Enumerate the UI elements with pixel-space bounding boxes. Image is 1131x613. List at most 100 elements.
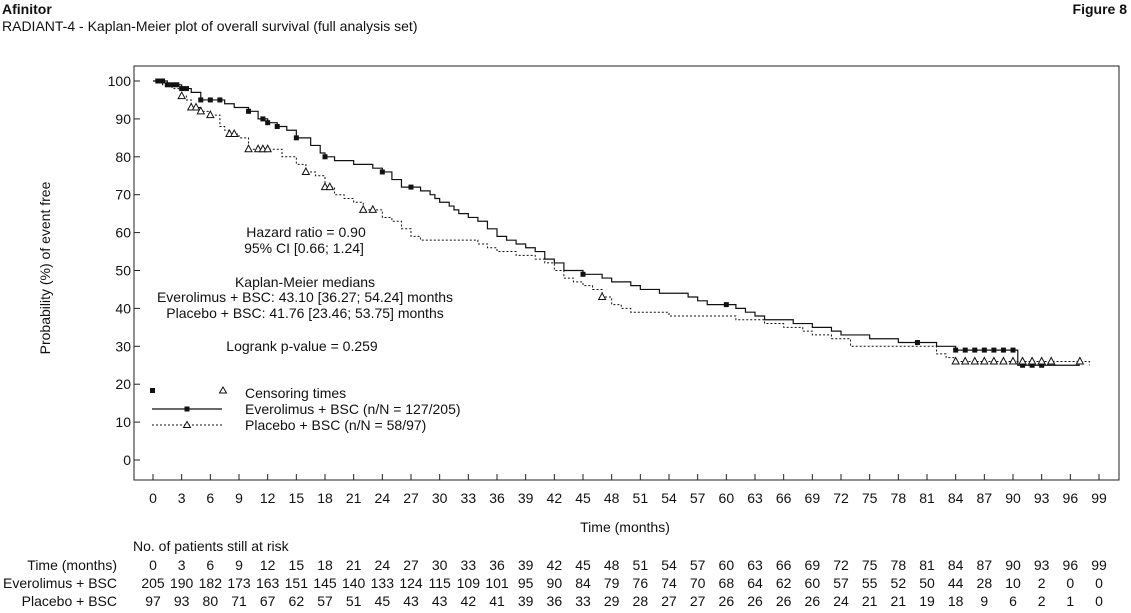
km-medians-title: Kaplan-Meier medians	[235, 274, 375, 290]
risk-cell: 10	[1005, 575, 1021, 591]
risk-cell: 66	[776, 557, 792, 573]
y-tick-label: 60	[115, 225, 131, 241]
everolimus-censor-mark	[972, 347, 978, 353]
x-tick-label: 78	[891, 490, 907, 506]
annotations: Hazard ratio = 0.90 95% CI [0.66; 1.24] …	[157, 224, 453, 354]
risk-cell: 3	[178, 557, 186, 573]
everolimus-censor-mark	[1020, 362, 1026, 368]
legend-placebo-label: Placebo + BSC (n/N = 58/97)	[245, 417, 426, 433]
legend-placebo-marker	[182, 420, 192, 428]
risk-cell: 124	[399, 575, 423, 591]
risk-cell: 33	[461, 557, 477, 573]
x-tick-label: 84	[948, 490, 964, 506]
placebo-censor-mark	[325, 182, 335, 191]
y-tick-label: 10	[115, 414, 131, 430]
risk-cell: 6	[206, 557, 214, 573]
x-tick-label: 75	[862, 490, 878, 506]
everolimus-censor-mark	[169, 82, 175, 88]
placebo-censor-mark	[960, 356, 970, 365]
risk-cell: 72	[833, 557, 849, 573]
risk-cell: 26	[719, 593, 735, 609]
x-tick-label: 6	[206, 490, 214, 506]
risk-cell: 69	[805, 557, 821, 573]
risk-cell: 78	[891, 557, 907, 573]
plot-frame	[133, 65, 1120, 481]
x-tick-label: 30	[432, 490, 448, 506]
risk-cell: 41	[489, 593, 505, 609]
x-tick-label: 15	[289, 490, 305, 506]
risk-cell: 2	[1038, 575, 1046, 591]
x-tick-label: 48	[604, 490, 620, 506]
everolimus-censor-mark	[265, 120, 271, 126]
x-tick-label: 57	[690, 490, 706, 506]
risk-cell: 99	[1091, 557, 1107, 573]
placebo-censor-mark	[177, 91, 187, 100]
y-tick-label: 50	[115, 263, 131, 279]
risk-cell: 42	[461, 593, 477, 609]
risk-cell: 1	[1066, 593, 1074, 609]
risk-cell: 24	[833, 593, 849, 609]
risk-cell: 80	[203, 593, 219, 609]
everolimus-censor-mark	[1029, 362, 1035, 368]
everolimus-censor-mark	[322, 154, 328, 160]
risk-cell: 57	[317, 593, 333, 609]
risk-cell: 68	[719, 575, 735, 591]
figure-label: Figure 8	[1072, 1, 1127, 17]
risk-cell: 27	[690, 593, 706, 609]
placebo-censor-mark	[368, 204, 378, 213]
x-tick-label: 81	[919, 490, 935, 506]
everolimus-censor-mark	[981, 347, 987, 353]
risk-cell: 84	[948, 557, 964, 573]
placebo-censor-mark	[301, 166, 311, 175]
everolimus-censor-mark	[246, 108, 252, 114]
x-tick-label: 51	[633, 490, 649, 506]
placebo-curve	[153, 80, 1090, 366]
risk-cell: 71	[231, 593, 247, 609]
y-tick-label: 70	[115, 187, 131, 203]
x-tick-label: 45	[575, 490, 591, 506]
risk-cell: 95	[518, 575, 534, 591]
everolimus-censor-mark	[408, 184, 414, 190]
y-axis-label: Probability (%) of event free	[37, 181, 53, 354]
risk-cell: 93	[1034, 557, 1050, 573]
y-tick-label: 90	[115, 111, 131, 127]
x-tick-label: 93	[1034, 490, 1050, 506]
risk-cell: 28	[977, 575, 993, 591]
placebo-censor-mark	[229, 129, 239, 138]
hazard-ci: 95% CI [0.66; 1.24]	[244, 240, 364, 256]
x-tick-label: 39	[518, 490, 534, 506]
risk-cell: 24	[375, 557, 391, 573]
placebo-censor-mark	[951, 356, 961, 365]
risk-row-label: Time (months)	[27, 557, 117, 573]
risk-row-label: Placebo + BSC	[22, 593, 117, 609]
placebo-censor-mark	[1037, 356, 1047, 365]
hazard-ratio: Hazard ratio = 0.90	[246, 224, 366, 240]
risk-cell: 182	[199, 575, 223, 591]
risk-cell: 28	[633, 593, 649, 609]
risk-cell: 51	[346, 593, 362, 609]
risk-cell: 50	[919, 575, 935, 591]
x-tick-label: 9	[235, 490, 243, 506]
km-median-placebo: Placebo + BSC: 41.76 [23.46; 53.75] mont…	[166, 305, 443, 321]
risk-cell: 205	[141, 575, 165, 591]
chart-subtitle: RADIANT-4 - Kaplan-Meier plot of overall…	[2, 18, 418, 34]
risk-cell: 60	[719, 557, 735, 573]
placebo-censor-mark	[989, 356, 999, 365]
risk-cell: 39	[518, 557, 534, 573]
risk-cell: 54	[661, 557, 677, 573]
risk-cell: 30	[432, 557, 448, 573]
risk-cell: 9	[235, 557, 243, 573]
risk-cell: 39	[518, 593, 534, 609]
x-tick-label: 27	[403, 490, 419, 506]
placebo-censor-mark	[263, 144, 273, 153]
risk-cell: 75	[862, 557, 878, 573]
risk-cell: 115	[429, 575, 452, 591]
risk-cell: 76	[633, 575, 649, 591]
risk-cell: 18	[317, 557, 333, 573]
everolimus-censor-mark	[179, 86, 185, 92]
km-median-everolimus: Everolimus + BSC: 43.10 [36.27; 54.24] m…	[157, 289, 453, 305]
placebo-censor-mark	[999, 356, 1008, 365]
risk-cell: 163	[256, 575, 280, 591]
risk-cell: 36	[547, 593, 563, 609]
